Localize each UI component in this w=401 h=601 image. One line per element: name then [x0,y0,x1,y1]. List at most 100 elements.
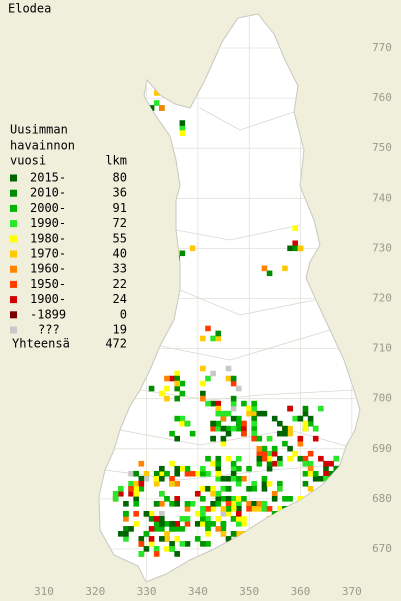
observation-square [266,521,273,527]
observation-square [256,445,263,452]
observation-square [205,455,211,462]
legend-count: 55 [113,231,127,245]
observation-square [287,495,293,502]
observation-square [174,385,181,392]
observation-square [271,526,278,532]
observation-square [148,536,155,542]
observation-square [225,506,232,512]
observation-square [215,410,222,417]
observation-square [241,516,247,522]
observation-square [271,531,278,537]
observation-square [143,546,150,552]
observation-square [256,435,263,442]
observation-square [174,370,181,377]
legend-label: 2010- [30,186,66,200]
y-coordinate-label: 730 [372,241,392,254]
observation-square [205,516,211,522]
observation-square [266,270,273,277]
observation-square [307,485,314,492]
observation-square [179,465,186,472]
legend-label: 1950- [30,277,66,291]
observation-square [128,480,134,487]
observation-square [143,531,150,537]
observation-square [194,521,201,527]
legend-count: 72 [113,216,127,230]
observation-square [174,536,181,542]
legend-count: 22 [113,277,127,291]
observation-square [220,521,227,527]
observation-square [271,511,278,517]
observation-square [235,521,242,527]
legend-count: 24 [113,292,127,306]
observation-square [230,531,237,537]
observation-square [205,325,211,332]
observation-square [230,405,237,412]
observation-square [251,405,257,412]
observation-square [174,415,181,422]
observation-square [164,531,170,537]
observation-square [215,405,222,412]
legend-heading: havainnon [10,139,75,153]
observation-square [235,385,242,392]
legend-label: 1900- [30,292,66,306]
observation-square [277,460,283,467]
observation-square [174,501,181,507]
observation-square [148,516,155,522]
observation-square [220,485,227,492]
observation-square [333,485,340,492]
observation-square [292,245,299,252]
observation-square [225,495,232,502]
observation-square [184,541,191,547]
observation-square [277,506,283,512]
observation-square [225,365,232,372]
observation-square [200,470,206,477]
observation-square [153,521,160,527]
observation-square [323,470,329,477]
observation-square [220,410,227,417]
observation-square [261,485,268,492]
observation-square [215,475,222,482]
observation-square [230,516,237,522]
observation-square [205,400,211,407]
observation-square [241,521,247,527]
observation-square [148,105,155,111]
legend-swatch [10,174,17,182]
observation-square [215,460,222,467]
x-coordinate-label: 330 [137,585,157,598]
observation-square [230,501,237,507]
observation-square [210,485,216,492]
observation-square [225,485,232,492]
observation-square [333,455,340,462]
x-coordinate-label: 350 [239,585,259,598]
observation-square [312,425,319,432]
observation-square [148,385,155,392]
observation-square [271,490,278,497]
observation-square [164,375,170,382]
legend-count: 80 [113,171,127,185]
observation-square [215,495,222,502]
observation-square [287,506,293,512]
observation-square [297,415,304,422]
observation-square [261,506,268,512]
observation-square [215,490,222,497]
observation-square [251,410,257,417]
observation-square [210,370,216,377]
observation-square [302,470,309,477]
observation-square [266,465,273,472]
observation-square [220,511,227,517]
observation-square [194,536,201,542]
observation-square [307,465,314,472]
observation-square [174,526,181,532]
observation-square [235,506,242,512]
observation-square [302,480,309,487]
observation-square [215,400,222,407]
observation-square [205,506,211,512]
observation-square [292,225,299,232]
observation-square [179,516,186,522]
observation-square [138,475,145,482]
observation-square [312,435,319,442]
observation-square [184,521,191,527]
observation-square [174,380,181,387]
observation-square [230,380,237,387]
